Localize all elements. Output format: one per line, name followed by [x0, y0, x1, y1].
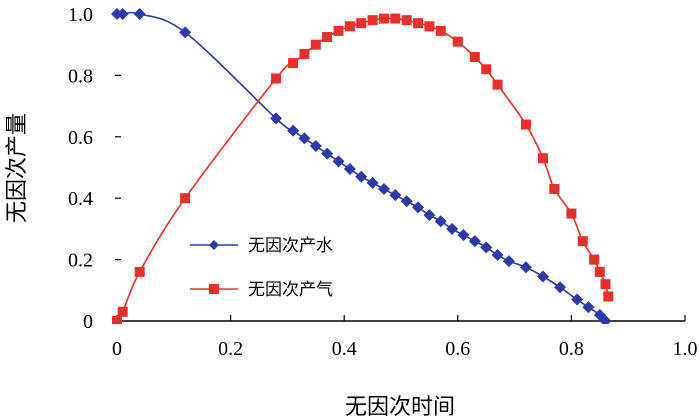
series-0-point: [554, 281, 567, 294]
series-0-point: [571, 293, 584, 306]
series-1-point: [333, 25, 344, 36]
series-0-point: [133, 8, 146, 20]
series-layer: [111, 8, 614, 324]
series-1-point: [481, 64, 492, 75]
series-0-point: [179, 26, 192, 39]
x-tick-label: 0.6: [445, 338, 470, 360]
series-1-point: [117, 306, 128, 317]
series-line-0: [117, 11, 607, 322]
series-0-point: [400, 195, 413, 208]
series-0-point: [468, 235, 481, 248]
series-1-point: [180, 193, 191, 204]
series-0-point: [332, 155, 345, 168]
series-1-point: [566, 208, 577, 219]
series-1-point: [594, 266, 605, 277]
series-0-point: [116, 8, 129, 20]
legend-water-marker: [209, 240, 219, 250]
series-0-point: [343, 163, 356, 176]
series-0-point: [491, 248, 504, 261]
series-line-1: [116, 17, 610, 322]
series-1-point: [367, 15, 378, 26]
series-1-point: [549, 183, 560, 194]
legend-gas-marker: [209, 284, 219, 294]
series-1-point: [600, 279, 611, 290]
x-axis-title: 无因次时间: [345, 395, 455, 420]
series-0-point: [366, 176, 379, 189]
legend-item-gas: 无因次产气: [190, 280, 333, 300]
series-0-point: [446, 222, 459, 235]
series-0-point: [423, 209, 436, 222]
series-0-point: [355, 170, 368, 183]
x-tick-label: 1.0: [673, 338, 698, 360]
series-1-point: [134, 266, 145, 277]
series-0-point: [434, 215, 447, 228]
series-0-point: [298, 132, 311, 145]
series-0-point: [599, 315, 612, 324]
y-tick-label: 0: [83, 311, 93, 333]
series-0-point: [519, 261, 532, 274]
y-tick-label: 0.2: [68, 250, 93, 272]
x-tick-group: 0 0.2 0.4 0.6 0.8 1.0: [112, 315, 698, 360]
y-tick-label: 0.8: [68, 65, 93, 87]
x-tick-label: 0: [112, 338, 122, 360]
series-1-point: [577, 236, 588, 247]
series-1-point: [288, 58, 299, 69]
series-1-point: [356, 18, 367, 29]
series-0-point: [287, 124, 300, 137]
series-1-point: [538, 153, 548, 164]
series-1-point: [603, 291, 614, 302]
series-1-point: [424, 21, 435, 32]
series-1-point: [589, 254, 600, 265]
y-tick-label: 1.0: [68, 4, 93, 26]
x-tick-label: 0.2: [218, 338, 243, 360]
legend-gas-label: 无因次产气: [248, 280, 333, 300]
series-0-point: [321, 147, 334, 160]
y-tick-label: 0.6: [68, 127, 93, 149]
y-tick-group: 0 0.2 0.4 0.6 0.8 1.0: [68, 4, 121, 333]
series-0-point: [309, 140, 322, 153]
y-axis-title: 无因次产量: [5, 113, 30, 223]
series-1-point: [469, 51, 480, 62]
series-0-point: [480, 241, 493, 254]
series-0-point: [502, 255, 515, 268]
y-tick-label: 0.4: [68, 188, 93, 210]
series-1-point: [271, 73, 282, 84]
series-1-point: [310, 39, 321, 50]
series-0-point: [582, 301, 595, 314]
series-1-point: [299, 48, 310, 59]
x-tick-label: 0.4: [332, 338, 357, 360]
series-0-point: [537, 270, 549, 283]
series-1-point: [112, 316, 122, 324]
legend-water-label: 无因次产水: [248, 236, 333, 256]
x-tick-label: 0.8: [559, 338, 584, 360]
series-1-point: [520, 119, 531, 130]
series-1-point: [344, 21, 355, 32]
series-1-point: [492, 79, 503, 90]
series-0-point: [270, 112, 283, 125]
series-1-point: [401, 15, 412, 26]
series-0-point: [412, 201, 425, 214]
series-0-point: [389, 189, 402, 202]
plot-area: 0 0.2 0.4 0.6 0.8 1.0 0 0.2 0.4 0.6 0.8 1.0: [68, 4, 698, 360]
series-1-point: [413, 18, 424, 29]
series-1-point: [322, 32, 333, 43]
series-1-point: [435, 25, 446, 36]
legend: 无因次产水 无因次产气: [190, 236, 333, 300]
series-1-point: [378, 13, 389, 24]
series-0-point: [457, 229, 470, 242]
legend-item-water: 无因次产水: [190, 236, 333, 256]
series-1-point: [452, 36, 463, 47]
series-0-point: [377, 182, 390, 195]
series-1-point: [390, 13, 401, 24]
